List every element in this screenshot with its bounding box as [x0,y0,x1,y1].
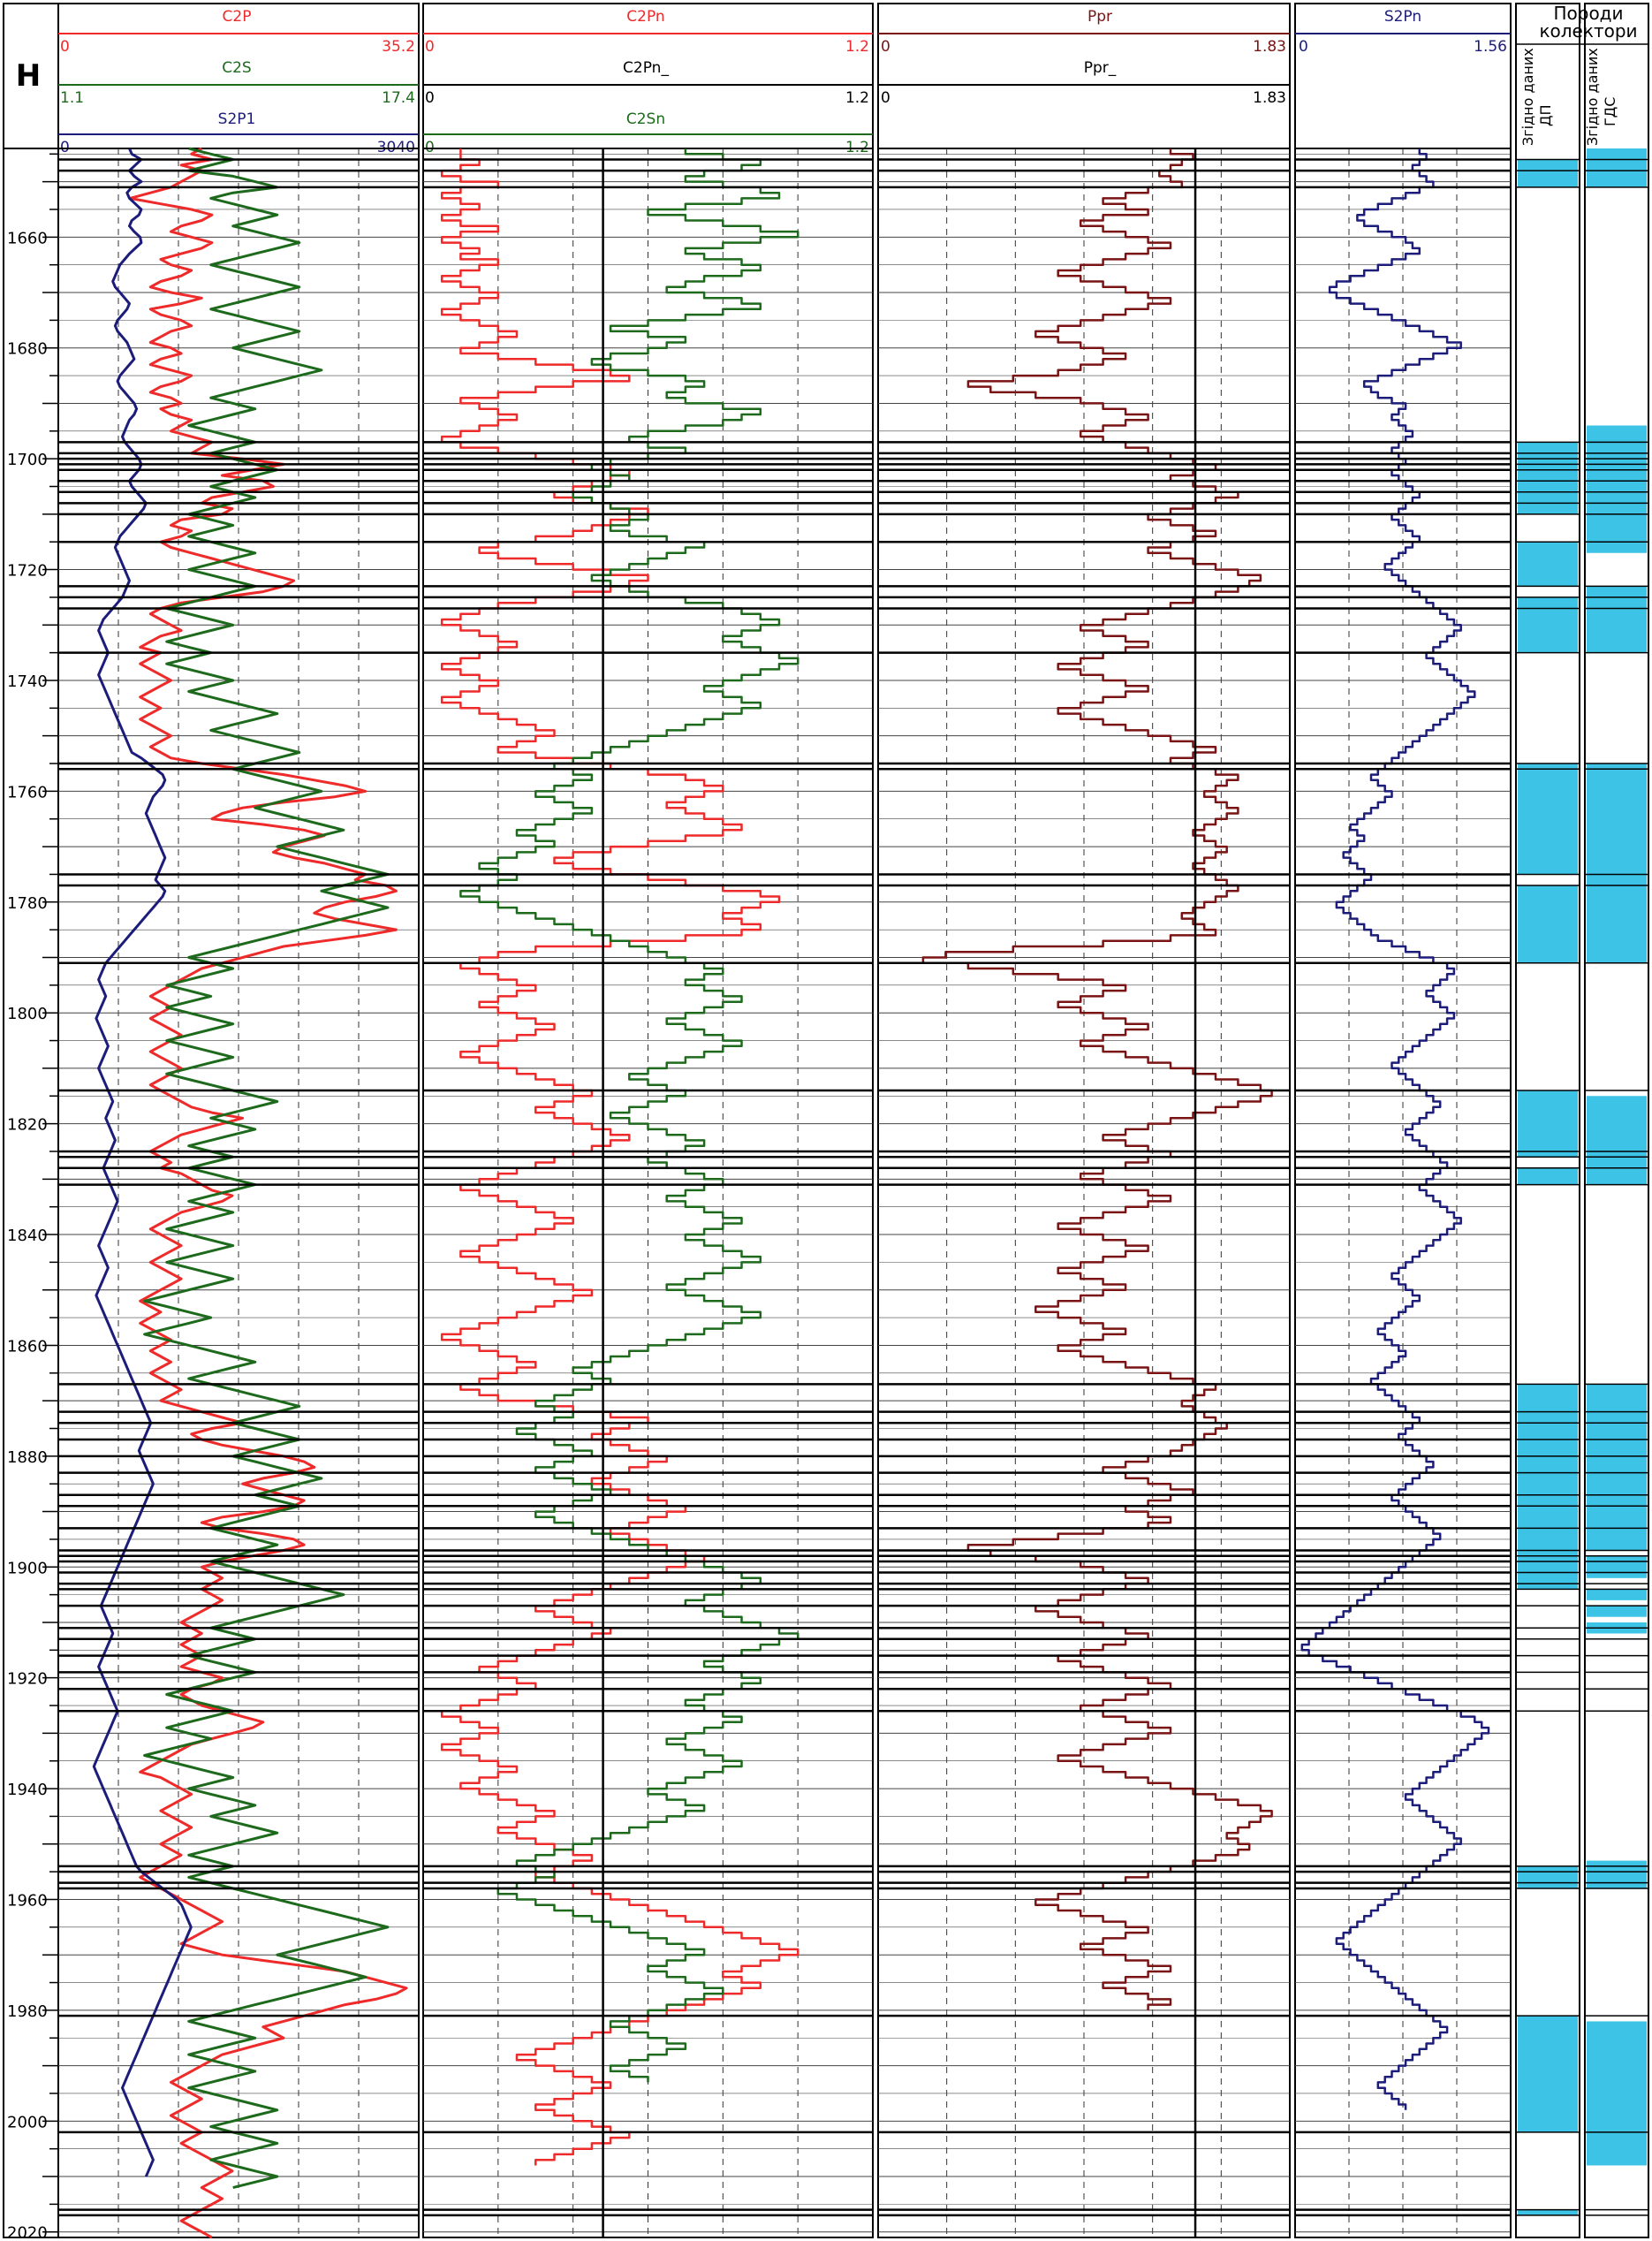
track4-curve1-max: 1.56 [1474,38,1507,56]
reservoir-dp-label-line2: ДП [1537,104,1554,126]
depth-tick-label: 1860 [7,1337,48,1356]
depth-tick-label: 1840 [7,1227,48,1245]
column-frame [422,3,874,2238]
track1-curve2-max: 17.4 [382,89,415,107]
reservoir-layer [1518,148,1647,2215]
depth-tick-label: 1920 [7,1670,48,1689]
reservoir-interval-dp [1518,763,1578,875]
depth-tick-label: 1960 [7,1891,48,1910]
track2-curve1-min: 0 [425,38,435,56]
curve-ppr [921,148,1273,2010]
reservoir-header: Породи колектори Згідно даних ДП Згідно … [1519,3,1638,146]
depth-tick-label: 1940 [7,1781,48,1799]
depth-tick-label: 1700 [7,451,48,469]
reservoir-title-line2: колектори [1539,20,1637,42]
depth-tick-label: 1660 [7,229,48,247]
curve-s2pn [1300,148,1490,2110]
column-frame [1515,3,1580,2238]
track2-curve2-min: 0 [425,89,435,107]
track2-curve1-name: C2Pn [626,8,664,26]
track1-curve1-max: 35.2 [382,38,415,56]
depth-label-layer: 1660 1680 1700 1720 1740 1760 1780 1800 1820 1840… [7,229,48,2241]
track2-curve3-name: C2Sn [626,110,665,128]
depth-tick-label: 1760 [7,783,48,801]
column-frame [57,3,420,2238]
depth-tick-label: 1820 [7,1116,48,1135]
reservoir-gds-label-line2: ГДС [1602,97,1618,126]
track3-curve2-max: 1.83 [1253,89,1286,107]
curve-c2p [128,147,408,2239]
track4-header: S2Pn 0 1.56 [1299,8,1507,56]
track3-curve1-min: 0 [881,38,890,56]
reservoir-interval-dp [1518,596,1578,653]
depth-tick-label: 1780 [7,894,48,913]
reservoir-interval-dp [1518,1865,1578,1888]
boundary-layer [58,158,1648,2217]
depth-tick-label: 1680 [7,340,48,359]
track4-curve1-min: 0 [1299,38,1308,56]
reservoir-title-line1: Породи [1553,3,1623,24]
reservoir-interval-dp [1518,1090,1578,1158]
column-frame [1294,3,1512,2238]
reservoir-interval-dp [1518,1384,1578,1590]
track4-curve1-name: S2Pn [1384,8,1421,26]
track2-curve1-max: 1.2 [845,38,869,56]
column-frame [1584,3,1649,2238]
curve-c2sn [459,148,799,2083]
reservoir-dp-label-line1: Згідно даних [1519,48,1536,146]
track3-curve1-max: 1.83 [1253,38,1286,56]
track1-curve3-name: S2P1 [218,110,256,128]
track1-curve2-name: C2S [222,59,251,77]
curve-layer [92,147,1490,2239]
reservoir-interval-dp [1518,1167,1578,1185]
reservoir-interval-dp [1518,2209,1578,2215]
track2-curve2-max: 1.2 [845,89,869,107]
depth-tick-label: 1980 [7,2002,48,2021]
reservoir-interval-gds [1587,1860,1647,1888]
reservoir-interval-gds [1587,1555,1647,1578]
reservoir-interval-gds [1587,2021,1647,2166]
reservoir-interval-gds [1587,425,1647,553]
track3-curve2-name: Ppr_ [1084,59,1117,77]
curve-s2p1 [92,148,193,2177]
depth-tick-label: 1880 [7,1448,48,1467]
reservoir-interval-gds [1587,1096,1647,1185]
depth-tick-label: 1720 [7,562,48,581]
track3-header: Ppr 0 1.83 Ppr_ 0 1.83 [881,8,1286,107]
column-frame [877,3,1291,2238]
track2-curve2-name: C2Pn_ [623,59,669,77]
reservoir-gds-label-line1: Згідно даних [1584,48,1601,146]
reservoir-interval-gds [1587,1589,1647,1600]
track1-curve1-name: C2P [223,8,252,26]
reservoir-interval-dp [1518,885,1578,963]
reservoir-interval-dp [1518,159,1578,187]
reservoir-interval-gds [1587,1606,1647,1617]
frame-layer [3,3,1649,2238]
depth-column-title: H [16,58,41,94]
depth-tick-label: 1800 [7,1005,48,1023]
reservoir-interval-dp [1518,542,1578,587]
track3-curve1-name: Ppr [1087,8,1112,26]
depth-tick-label: 1900 [7,1559,48,1577]
reservoir-interval-gds [1587,586,1647,653]
track1-curve2-min: 1.1 [60,89,84,107]
reservoir-interval-gds [1587,148,1647,187]
track1-header: C2P 0 35.2 C2S 1.1 17.4 S2P1 0 3040 [60,8,415,156]
track1-curve1-min: 0 [60,38,70,56]
track3-curve2-min: 0 [881,89,890,107]
depth-tick-label: 1740 [7,672,48,691]
reservoir-interval-dp [1518,442,1578,514]
depth-tick-label: 2020 [7,2224,48,2241]
depth-tick-label: 2000 [7,2113,48,2131]
reservoir-interval-gds [1587,763,1647,963]
reservoir-interval-gds [1587,1384,1647,1551]
reservoir-interval-dp [1518,2016,1578,2132]
